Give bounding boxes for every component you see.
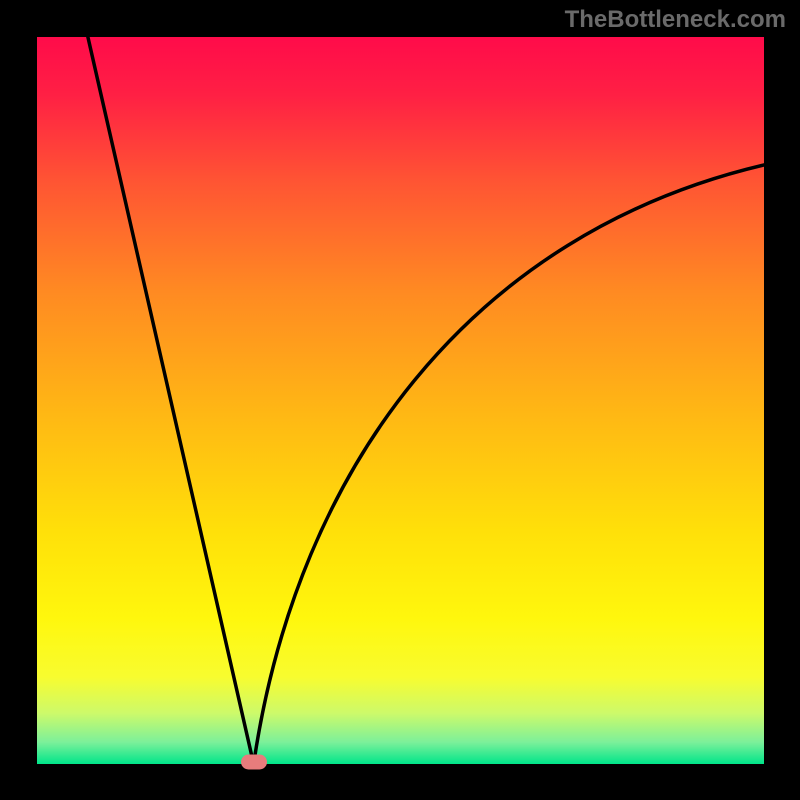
watermark-text: TheBottleneck.com bbox=[565, 6, 786, 34]
plot-area bbox=[37, 37, 764, 764]
bottleneck-curve bbox=[37, 37, 764, 764]
minimum-marker bbox=[241, 754, 267, 769]
